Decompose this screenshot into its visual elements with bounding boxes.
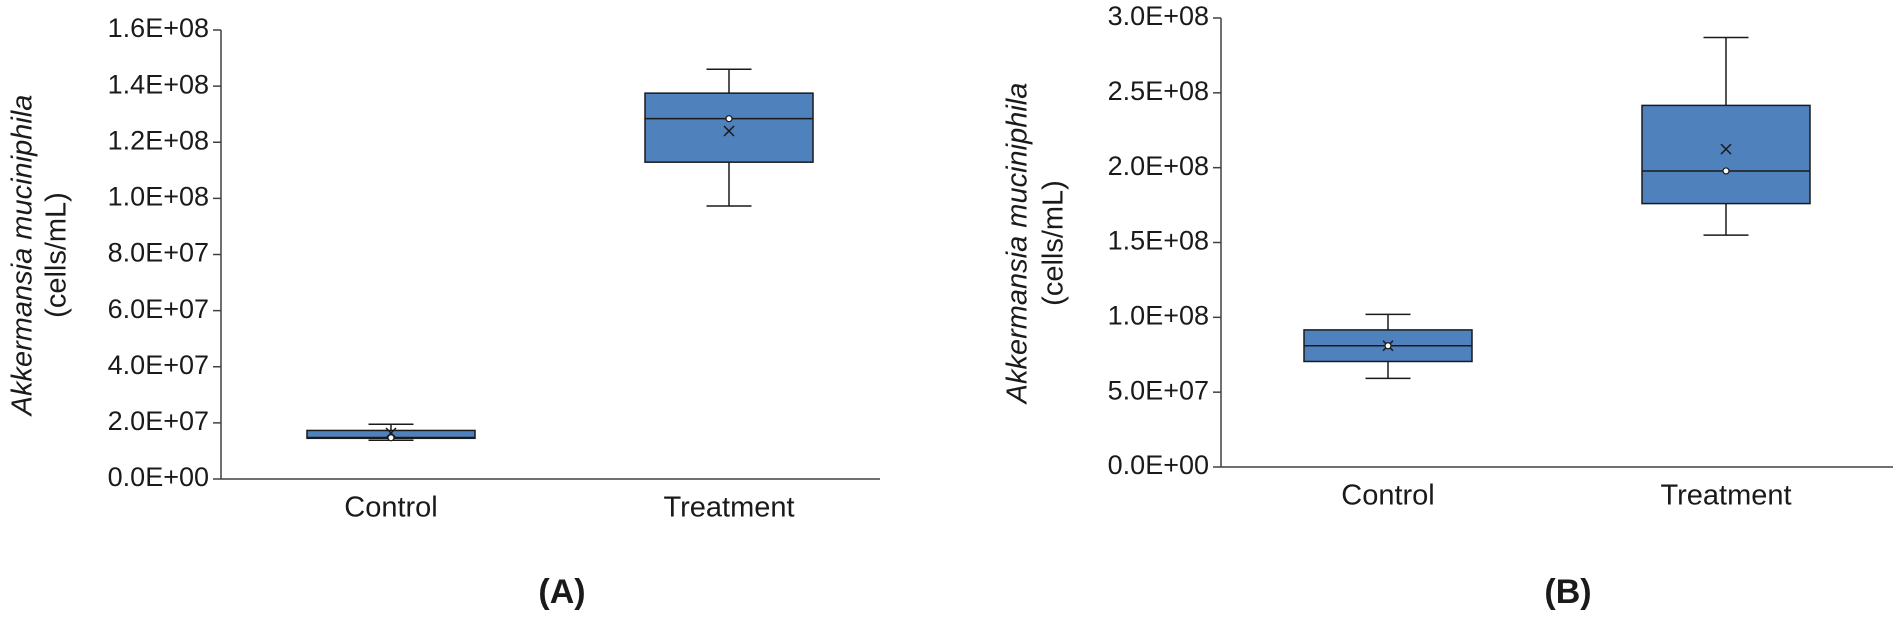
- y-tick-label: 5.0E+07: [1108, 375, 1209, 405]
- y-tick-label: 2.5E+08: [1108, 76, 1209, 106]
- data-point: [1384, 342, 1392, 350]
- caption: (A): [538, 573, 585, 611]
- y-tick-label: 2.0E+08: [1108, 151, 1209, 181]
- x-tick-label: Treatment: [663, 492, 794, 524]
- mean-marker: [385, 427, 397, 439]
- chart: 0.0E+00 5.0E+07 1.0E+08 1.5E+08 2.0E+08 2.5E+…: [1002, 1, 1893, 611]
- box: [644, 92, 814, 163]
- y-tick-label: 4.0E+07: [108, 350, 209, 380]
- y-axis-unit: (cells/mL): [1038, 180, 1070, 306]
- y-tick-label: 6.0E+07: [108, 294, 209, 324]
- x-tick-label: Control: [1341, 480, 1435, 512]
- y-tick-label: 8.0E+07: [108, 238, 209, 268]
- data-point: [387, 434, 395, 442]
- y-tick-label: 1.6E+08: [108, 13, 209, 43]
- x-tick-label: Treatment: [1660, 480, 1791, 512]
- y-tick-label: 0.0E+00: [108, 462, 209, 492]
- caption: (B): [1544, 573, 1591, 611]
- x-tick-label: Control: [344, 492, 438, 524]
- y-axis-unit: (cells/mL): [41, 192, 73, 318]
- y-tick-label: 0.0E+00: [1108, 450, 1209, 480]
- mean-marker: [723, 125, 735, 137]
- y-tick-label: 3.0E+08: [1108, 1, 1209, 31]
- y-tick-label: 1.4E+08: [108, 69, 209, 99]
- y-axis-title: Akkermansia muciniphila: [1002, 83, 1034, 406]
- data-point: [1722, 167, 1730, 175]
- y-tick-label: 1.0E+08: [1108, 300, 1209, 330]
- y-tick-label: 1.2E+08: [108, 125, 209, 155]
- data-point: [725, 115, 733, 123]
- y-tick-label: 1.5E+08: [1108, 226, 1209, 256]
- mean-marker: [1720, 143, 1732, 155]
- y-tick-label: 1.0E+08: [108, 182, 209, 212]
- y-tick-label: 2.0E+07: [108, 406, 209, 436]
- y-axis-title: Akkermansia muciniphila: [7, 95, 39, 418]
- chart: 0.0E+00 2.0E+07 4.0E+07 6.0E+07 8.0E+07 1.0E+…: [7, 13, 880, 611]
- box: [1641, 104, 1811, 205]
